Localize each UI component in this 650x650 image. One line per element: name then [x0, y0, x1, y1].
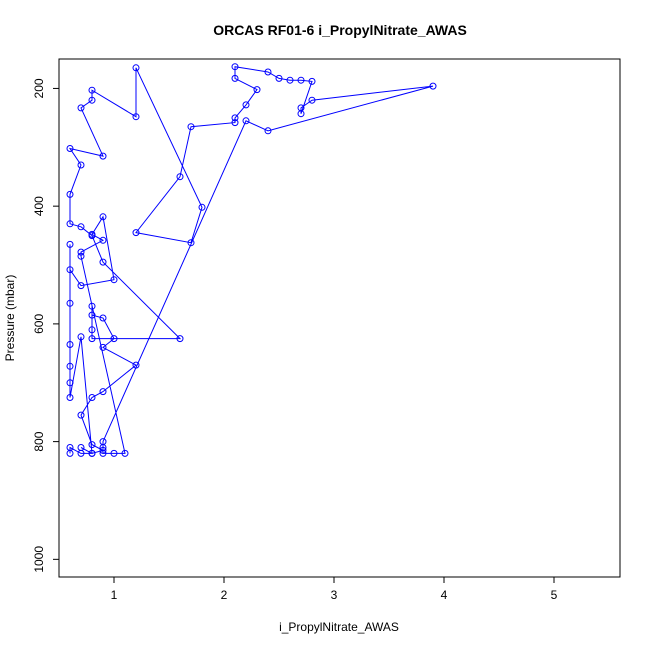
y-axis: 200 400 600 800 1000 — [32, 78, 59, 573]
x-tick-label: 5 — [551, 588, 558, 602]
chart-title: ORCAS RF01-6 i_PropylNitrate_AWAS — [213, 22, 467, 38]
x-axis-label: i_PropylNitrate_AWAS — [279, 620, 399, 634]
data-point — [121, 449, 129, 457]
y-tick-label: 1000 — [32, 546, 46, 573]
data-point — [66, 444, 74, 451]
data-point — [77, 282, 85, 290]
data-point — [77, 333, 85, 341]
data-point — [275, 74, 283, 82]
data-point — [176, 335, 184, 343]
data-point — [99, 314, 107, 322]
data-point — [99, 388, 107, 396]
data-point — [99, 236, 107, 244]
data-point — [110, 276, 118, 284]
data-point — [264, 127, 272, 135]
data-point — [264, 68, 272, 76]
plot-frame — [58, 58, 621, 578]
data-point — [231, 119, 239, 127]
data-point — [66, 240, 74, 248]
data-point — [99, 449, 107, 457]
data-point — [110, 335, 118, 343]
data-point — [88, 311, 96, 319]
x-tick-label: 2 — [221, 588, 228, 602]
data-point — [77, 104, 85, 112]
y-tick-label: 600 — [32, 314, 46, 334]
data-point — [110, 449, 118, 457]
y-tick-label: 800 — [32, 431, 46, 451]
data-point — [297, 76, 305, 84]
data-point — [99, 343, 107, 351]
data-point — [88, 96, 96, 104]
data-point — [88, 302, 96, 310]
data-point — [286, 76, 294, 84]
data-point — [66, 190, 74, 198]
data-point — [198, 203, 206, 211]
data-point — [132, 113, 140, 121]
data-point — [88, 394, 96, 401]
data-point — [308, 77, 316, 85]
data-point — [297, 104, 305, 112]
data-point — [66, 341, 74, 348]
data-point — [66, 299, 74, 307]
data-point — [66, 379, 74, 387]
data-point — [88, 326, 96, 334]
data-point — [88, 86, 96, 94]
data-point — [99, 213, 107, 221]
y-axis-label: Pressure (mbar) — [3, 275, 17, 362]
data-point — [231, 74, 239, 82]
data-point — [231, 63, 239, 71]
data-point — [231, 114, 239, 122]
data-point — [308, 96, 316, 104]
data-point — [242, 101, 250, 109]
series-line — [68, 66, 434, 455]
data-point — [132, 64, 140, 72]
x-tick-label: 4 — [441, 588, 448, 602]
data-point — [77, 252, 85, 260]
data-point — [77, 444, 85, 451]
data-point — [242, 117, 250, 125]
data-point — [77, 411, 85, 419]
data-point — [187, 123, 195, 131]
data-point — [187, 239, 195, 247]
x-tick-label: 3 — [331, 588, 338, 602]
data-point — [66, 266, 74, 274]
plot-area — [66, 63, 437, 457]
data-point — [66, 220, 74, 228]
x-tick-label: 1 — [111, 588, 118, 602]
data-point — [66, 362, 74, 370]
data-point — [99, 446, 107, 454]
data-point — [88, 230, 96, 238]
data-point — [99, 258, 107, 266]
data-point — [77, 223, 85, 231]
data-point — [132, 361, 140, 369]
data-point — [66, 394, 74, 401]
data-point — [99, 152, 107, 160]
data-point — [429, 82, 437, 90]
x-axis: 1 2 3 4 5 — [111, 577, 558, 602]
data-point — [88, 335, 96, 343]
data-point — [88, 449, 96, 457]
data-point — [176, 173, 184, 181]
y-tick-label: 400 — [32, 196, 46, 216]
data-point — [88, 441, 96, 449]
data-point — [66, 145, 74, 152]
data-point — [77, 161, 85, 169]
data-point — [253, 86, 261, 94]
data-point — [77, 248, 85, 256]
y-tick-label: 200 — [32, 78, 46, 98]
data-point — [132, 229, 140, 237]
